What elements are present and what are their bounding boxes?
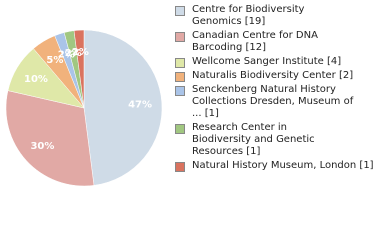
legend-label: Wellcome Sanger Institute [4] bbox=[192, 56, 342, 67]
legend-swatch bbox=[175, 86, 185, 96]
legend-swatch bbox=[175, 58, 185, 68]
slice-label: 30% bbox=[30, 141, 54, 152]
legend-item: Research Center in Biodiversity and Gene… bbox=[175, 122, 380, 158]
slice-label: 5% bbox=[46, 55, 63, 66]
legend-label: Naturalis Biodiversity Center [2] bbox=[192, 70, 354, 81]
slice-label: 47% bbox=[128, 99, 152, 110]
legend-item: Canadian Centre for DNA Barcoding [12] bbox=[175, 30, 380, 54]
legend-label: Research Center in Biodiversity and Gene… bbox=[192, 122, 315, 157]
legend-swatch bbox=[175, 162, 185, 172]
legend-item: Centre for Biodiversity Genomics [19] bbox=[175, 4, 380, 28]
pie-slice bbox=[83, 29, 163, 186]
pie-chart: 47%30%10%5%2%2%2% bbox=[5, 29, 163, 187]
legend: Centre for Biodiversity Genomics [19] Can… bbox=[175, 4, 380, 174]
legend-swatch bbox=[175, 6, 185, 16]
legend-item: Senckenberg Natural History Collections … bbox=[175, 84, 380, 120]
legend-item: Natural History Museum, London [1] bbox=[175, 160, 380, 172]
legend-label: Canadian Centre for DNA Barcoding [12] bbox=[192, 30, 318, 53]
legend-label: Senckenberg Natural History Collections … bbox=[192, 84, 354, 119]
legend-swatch bbox=[175, 32, 185, 42]
slice-label: 2% bbox=[65, 48, 82, 59]
slice-label: 2% bbox=[72, 47, 89, 58]
legend-label: Centre for Biodiversity Genomics [19] bbox=[192, 4, 305, 27]
legend-swatch bbox=[175, 72, 185, 82]
legend-label: Natural History Museum, London [1] bbox=[192, 160, 374, 171]
slice-label: 2% bbox=[58, 50, 75, 61]
slice-label: 10% bbox=[24, 74, 48, 85]
pie-slice bbox=[73, 29, 85, 109]
legend-item: Wellcome Sanger Institute [4] bbox=[175, 56, 380, 68]
pie-slice bbox=[5, 90, 95, 187]
legend-item: Naturalis Biodiversity Center [2] bbox=[175, 70, 380, 82]
legend-swatch bbox=[175, 124, 185, 134]
